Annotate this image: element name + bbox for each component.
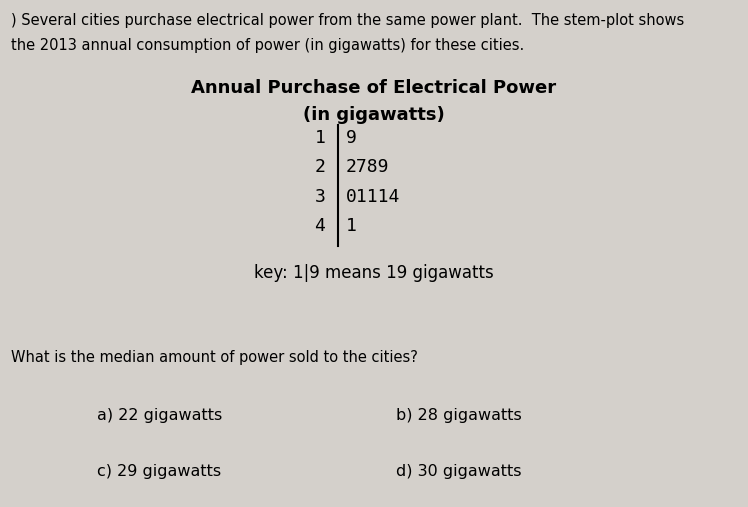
Text: 1: 1 [314, 129, 325, 147]
Text: 2789: 2789 [346, 158, 389, 176]
Text: key: 1|9 means 19 gigawatts: key: 1|9 means 19 gigawatts [254, 264, 494, 282]
Text: 2: 2 [314, 158, 325, 176]
Text: 1: 1 [346, 217, 357, 235]
Text: ) Several cities purchase electrical power from the same power plant.  The stem-: ) Several cities purchase electrical pow… [11, 13, 684, 28]
Text: 01114: 01114 [346, 188, 400, 206]
Text: (in gigawatts): (in gigawatts) [303, 106, 445, 125]
Text: the 2013 annual consumption of power (in gigawatts) for these cities.: the 2013 annual consumption of power (in… [11, 38, 524, 53]
Text: What is the median amount of power sold to the cities?: What is the median amount of power sold … [11, 350, 418, 365]
Text: a) 22 gigawatts: a) 22 gigawatts [97, 408, 222, 423]
Text: c) 29 gigawatts: c) 29 gigawatts [97, 464, 221, 479]
Text: 3: 3 [314, 188, 325, 206]
Text: d) 30 gigawatts: d) 30 gigawatts [396, 464, 522, 479]
Text: Annual Purchase of Electrical Power: Annual Purchase of Electrical Power [191, 79, 557, 97]
Text: 4: 4 [314, 217, 325, 235]
Text: b) 28 gigawatts: b) 28 gigawatts [396, 408, 522, 423]
Text: 9: 9 [346, 129, 357, 147]
